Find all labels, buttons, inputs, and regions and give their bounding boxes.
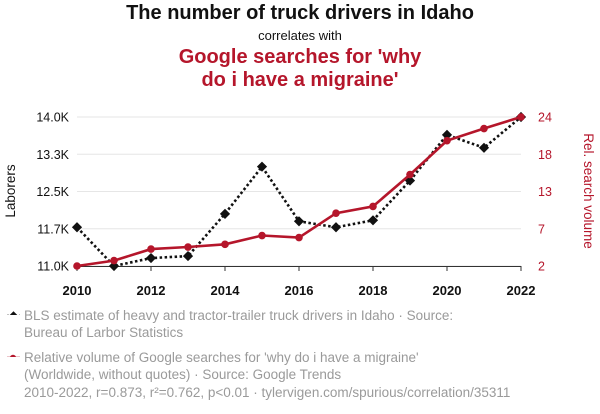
legend-text-migraine-line1: Relative volume of Google searches for '…	[24, 350, 419, 365]
y-tick-label-left: 11.7K	[37, 222, 69, 236]
data-point-migraine-searches	[406, 170, 414, 179]
x-tick-label: 2014	[211, 283, 241, 298]
y-tick-label-left: 14.0K	[36, 111, 69, 125]
legend-marker-solid-circle-icon	[7, 354, 20, 357]
legend-text-truck-drivers-line2: Bureau of Larbor Statistics	[24, 325, 184, 340]
data-point-migraine-searches	[184, 243, 192, 251]
x-tick-label: 2012	[137, 283, 166, 298]
y-tick-label-left: 12.5K	[36, 185, 69, 199]
chart-subtitle: correlates with	[258, 28, 342, 43]
data-point-migraine-searches	[221, 240, 229, 249]
y-axis-label-right: Rel. search volume	[581, 133, 596, 249]
data-point-truck-drivers	[256, 161, 268, 172]
legend-text-truck-drivers-line1: BLS estimate of heavy and tractor-traile…	[24, 308, 454, 323]
data-point-migraine-searches	[443, 136, 451, 145]
data-point-migraine-searches	[110, 256, 118, 265]
data-point-migraine-searches	[258, 231, 266, 240]
data-point-migraine-searches	[73, 262, 81, 270]
x-tick-label: 2018	[359, 283, 388, 298]
data-point-migraine-searches	[147, 245, 155, 253]
x-tick-label: 2020	[433, 283, 462, 298]
data-point-truck-drivers	[219, 208, 231, 219]
x-tick-label: 2022	[507, 283, 536, 298]
chart-title-2: Google searches for 'why do i have a mig…	[0, 46, 600, 92]
y-tick-label-right: 18	[538, 148, 552, 162]
data-point-migraine-searches	[517, 113, 525, 121]
legend-marker-dotted-diamond-icon	[7, 311, 20, 315]
data-point-migraine-searches	[332, 209, 340, 217]
data-point-truck-drivers	[145, 252, 157, 264]
x-tick-label: 2016	[285, 283, 314, 298]
y-axis-label-left: Laborers	[3, 164, 18, 218]
y-tick-label-left: 13.3K	[36, 148, 69, 162]
footer-stats: 2010-2022, r=0.873, r²=0.762, p<0.01 · t…	[24, 385, 511, 400]
x-tick-label: 2010	[63, 283, 92, 298]
data-point-migraine-searches	[295, 233, 303, 242]
y-tick-label-right: 2	[538, 260, 545, 274]
data-point-migraine-searches	[480, 124, 488, 133]
data-point-truck-drivers	[182, 250, 194, 262]
data-point-migraine-searches	[369, 202, 377, 211]
y-tick-label-right: 24	[538, 111, 552, 125]
legend-text-migraine-line2: (Worldwide, without quotes) · Source: Go…	[24, 367, 342, 382]
data-point-truck-drivers	[330, 222, 342, 233]
data-point-truck-drivers	[478, 142, 490, 153]
data-point-truck-drivers	[71, 222, 83, 233]
legend-item-migraine-searches: Relative volume of Google searches for '…	[6, 349, 566, 383]
legend-item-truck-drivers: BLS estimate of heavy and tractor-traile…	[6, 307, 566, 341]
y-tick-label-right: 7	[538, 222, 545, 236]
chart-title: The number of truck drivers in Idaho	[126, 2, 474, 24]
chart-title-2-line2: do i have a migraine'	[201, 69, 399, 91]
chart-title-2-line1: Google searches for 'why	[178, 46, 422, 68]
y-tick-label-left: 11.0K	[37, 260, 69, 274]
y-tick-label-right: 13	[538, 185, 552, 199]
